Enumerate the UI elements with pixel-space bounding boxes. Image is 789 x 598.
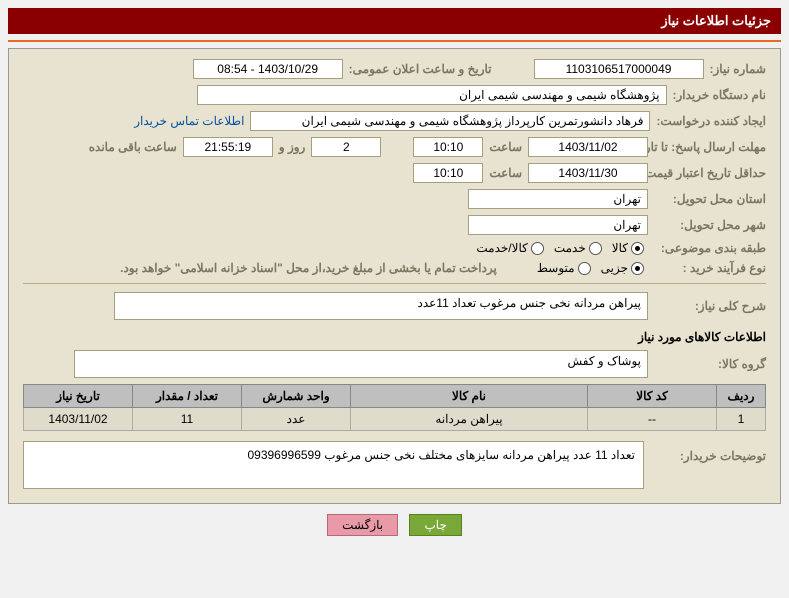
section-items-info: اطلاعات کالاهای مورد نیاز: [23, 330, 766, 344]
table-header-row: ردیف کد کالا نام کالا واحد شمارش تعداد /…: [24, 385, 766, 408]
radio-kala-khedmat[interactable]: کالا/خدمت: [476, 241, 543, 255]
field-province: تهران: [468, 189, 648, 209]
radio-kala[interactable]: کالا: [612, 241, 644, 255]
td-qty: 11: [133, 408, 242, 431]
label-announce-dt: تاریخ و ساعت اعلان عمومی:: [349, 62, 492, 76]
field-deadline-date: 1403/11/02: [528, 137, 648, 157]
radio-motevaset-label: متوسط: [537, 261, 575, 275]
td-code: --: [588, 408, 717, 431]
radio-jozi[interactable]: جزیی: [601, 261, 644, 275]
label-overall-desc: شرح کلی نیاز:: [654, 299, 766, 313]
radio-kala-khedmat-label: کالا/خدمت: [476, 241, 527, 255]
label-city: شهر محل تحویل:: [654, 218, 766, 232]
td-unit: عدد: [242, 408, 351, 431]
back-button[interactable]: بازگشت: [327, 514, 398, 536]
table-row: 1 -- پیراهن مردانه عدد 11 1403/11/02: [24, 408, 766, 431]
field-city: تهران: [468, 215, 648, 235]
field-buyer-desc: تعداد 11 عدد پیراهن مردانه سایزهای مختلف…: [23, 441, 644, 489]
field-buyer-system: پژوهشگاه شیمی و مهندسی شیمی ایران: [197, 85, 667, 105]
row-group: گروه کالا: پوشاک و کفش: [23, 350, 766, 378]
page-header: جزئیات اطلاعات نیاز: [8, 8, 781, 34]
row-min-valid: حداقل تاریخ اعتبار قیمت: تا تاریخ: 1403/…: [23, 163, 766, 183]
row-requester: ایجاد کننده درخواست: فرهاد دانشورتمرین ک…: [23, 111, 766, 131]
radio-khedmat-label: خدمت: [554, 241, 586, 255]
radio-jozi-label: جزیی: [601, 261, 628, 275]
label-min-valid: حداقل تاریخ اعتبار قیمت: تا تاریخ:: [654, 166, 766, 180]
td-date: 1403/11/02: [24, 408, 133, 431]
label-buyer-system: نام دستگاه خریدار:: [673, 88, 767, 102]
label-group: گروه کالا:: [654, 357, 766, 371]
field-overall-desc: پیراهن مردانه نخی جنس مرغوب تعداد 11عدد: [114, 292, 648, 320]
field-announce-dt: 1403/10/29 - 08:54: [193, 59, 343, 79]
radio-motevaset[interactable]: متوسط: [537, 261, 591, 275]
th-row: ردیف: [717, 385, 766, 408]
print-button[interactable]: چاپ: [409, 514, 461, 536]
th-date: تاریخ نیاز: [24, 385, 133, 408]
row-buyer-desc: توضیحات خریدار: تعداد 11 عدد پیراهن مردا…: [23, 441, 766, 489]
label-rooz-va: روز و: [279, 140, 306, 154]
field-remaining-days: 2: [311, 137, 381, 157]
th-unit: واحد شمارش: [242, 385, 351, 408]
row-need-no: شماره نیاز: 1103106517000049 تاریخ و ساع…: [23, 59, 766, 79]
label-need-no: شماره نیاز:: [710, 62, 766, 76]
row-city: شهر محل تحویل: تهران: [23, 215, 766, 235]
radio-kala-label: کالا: [612, 241, 628, 255]
label-deadline: مهلت ارسال پاسخ: تا تاریخ:: [654, 140, 766, 154]
payment-note: پرداخت تمام یا بخشی از مبلغ خرید،از محل …: [120, 261, 497, 275]
field-min-valid-date: 1403/11/30: [528, 163, 648, 183]
separator-line: [8, 40, 781, 42]
label-category: طبقه بندی موضوعی:: [654, 241, 766, 255]
label-buyer-desc: توضیحات خریدار:: [654, 441, 766, 463]
th-name: نام کالا: [351, 385, 588, 408]
field-group: پوشاک و کفش: [74, 350, 648, 378]
row-deadline: مهلت ارسال پاسخ: تا تاریخ: 1403/11/02 سا…: [23, 137, 766, 157]
label-saat-baghi: ساعت باقی مانده: [89, 140, 177, 154]
label-purchase-type: نوع فرآیند خرید :: [654, 261, 766, 275]
th-qty: تعداد / مقدار: [133, 385, 242, 408]
field-deadline-time: 10:10: [413, 137, 483, 157]
field-min-valid-time: 10:10: [413, 163, 483, 183]
field-need-no: 1103106517000049: [534, 59, 704, 79]
field-remaining-time: 21:55:19: [183, 137, 273, 157]
field-requester: فرهاد دانشورتمرین کارپرداز پژوهشگاه شیمی…: [250, 111, 650, 131]
link-contact-info[interactable]: اطلاعات تماس خریدار: [134, 114, 244, 128]
button-bar: چاپ بازگشت: [8, 514, 781, 536]
separator-1: [23, 283, 766, 284]
label-saat-1: ساعت: [489, 140, 522, 154]
label-requester: ایجاد کننده درخواست:: [656, 114, 766, 128]
th-code: کد کالا: [588, 385, 717, 408]
label-saat-2: ساعت: [489, 166, 522, 180]
row-overall-desc: شرح کلی نیاز: پیراهن مردانه نخی جنس مرغو…: [23, 292, 766, 320]
radio-khedmat[interactable]: خدمت: [554, 241, 602, 255]
row-buyer-system: نام دستگاه خریدار: پژوهشگاه شیمی و مهندس…: [23, 85, 766, 105]
label-province: استان محل تحویل:: [654, 192, 766, 206]
row-province: استان محل تحویل: تهران: [23, 189, 766, 209]
td-row: 1: [717, 408, 766, 431]
row-purchase-type: نوع فرآیند خرید : جزیی متوسط پرداخت تمام…: [23, 261, 766, 275]
td-name: پیراهن مردانه: [351, 408, 588, 431]
items-table: ردیف کد کالا نام کالا واحد شمارش تعداد /…: [23, 384, 766, 431]
row-category: طبقه بندی موضوعی: کالا خدمت کالا/خدمت: [23, 241, 766, 255]
content-panel: شماره نیاز: 1103106517000049 تاریخ و ساع…: [8, 48, 781, 504]
